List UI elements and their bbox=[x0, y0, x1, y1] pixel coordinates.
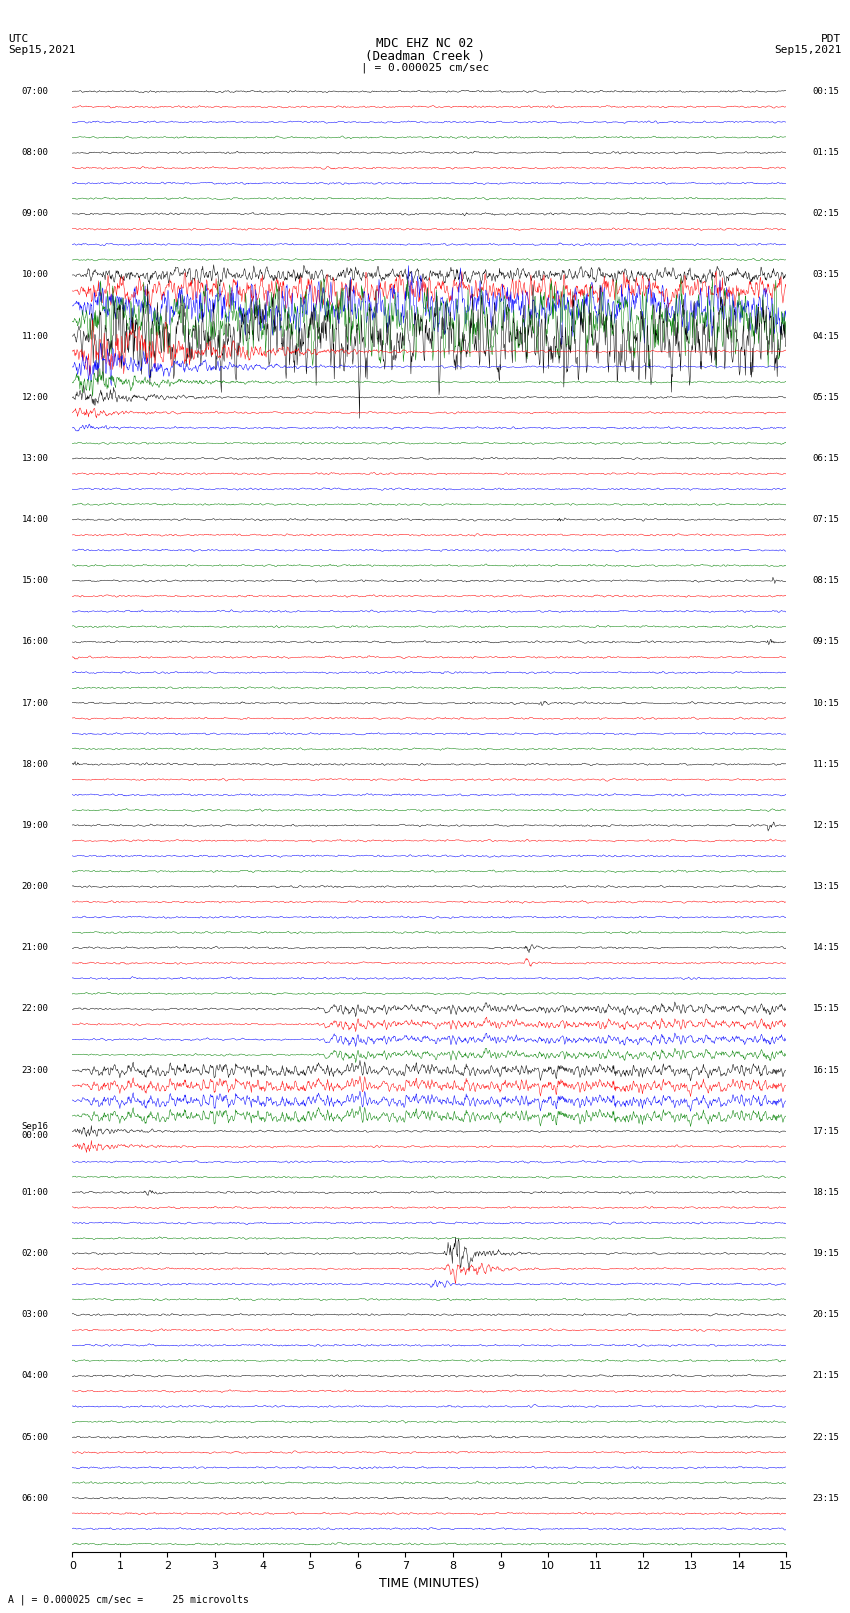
Text: MDC EHZ NC 02: MDC EHZ NC 02 bbox=[377, 37, 473, 50]
Text: 14:15: 14:15 bbox=[813, 944, 839, 952]
Text: 21:00: 21:00 bbox=[21, 944, 48, 952]
Text: 22:15: 22:15 bbox=[813, 1432, 839, 1442]
Text: 22:00: 22:00 bbox=[21, 1005, 48, 1013]
Text: 13:15: 13:15 bbox=[813, 882, 839, 890]
Text: 14:00: 14:00 bbox=[21, 515, 48, 524]
Text: 04:00: 04:00 bbox=[21, 1371, 48, 1381]
Text: 00:00: 00:00 bbox=[21, 1131, 48, 1140]
Text: 23:00: 23:00 bbox=[21, 1066, 48, 1074]
Text: 20:15: 20:15 bbox=[813, 1310, 839, 1319]
Text: 18:00: 18:00 bbox=[21, 760, 48, 769]
Text: 11:15: 11:15 bbox=[813, 760, 839, 769]
Text: 02:15: 02:15 bbox=[813, 210, 839, 218]
Text: 15:15: 15:15 bbox=[813, 1005, 839, 1013]
Text: 15:00: 15:00 bbox=[21, 576, 48, 586]
Text: A | = 0.000025 cm/sec =     25 microvolts: A | = 0.000025 cm/sec = 25 microvolts bbox=[8, 1594, 249, 1605]
Text: 03:15: 03:15 bbox=[813, 271, 839, 279]
Text: 21:15: 21:15 bbox=[813, 1371, 839, 1381]
Text: 01:15: 01:15 bbox=[813, 148, 839, 156]
Text: Sep15,2021: Sep15,2021 bbox=[8, 45, 76, 55]
Text: Sep16: Sep16 bbox=[21, 1123, 48, 1131]
Text: 07:15: 07:15 bbox=[813, 515, 839, 524]
Text: 08:15: 08:15 bbox=[813, 576, 839, 586]
Text: 09:15: 09:15 bbox=[813, 637, 839, 647]
Text: 17:15: 17:15 bbox=[813, 1127, 839, 1136]
Text: 17:00: 17:00 bbox=[21, 698, 48, 708]
Text: 02:00: 02:00 bbox=[21, 1248, 48, 1258]
Text: (Deadman Creek ): (Deadman Creek ) bbox=[365, 50, 485, 63]
X-axis label: TIME (MINUTES): TIME (MINUTES) bbox=[379, 1578, 479, 1590]
Text: 16:00: 16:00 bbox=[21, 637, 48, 647]
Text: 20:00: 20:00 bbox=[21, 882, 48, 890]
Text: 13:00: 13:00 bbox=[21, 453, 48, 463]
Text: 04:15: 04:15 bbox=[813, 332, 839, 340]
Text: PDT: PDT bbox=[821, 34, 842, 44]
Text: 05:15: 05:15 bbox=[813, 394, 839, 402]
Text: 10:00: 10:00 bbox=[21, 271, 48, 279]
Text: 06:00: 06:00 bbox=[21, 1494, 48, 1503]
Text: 19:00: 19:00 bbox=[21, 821, 48, 831]
Text: 07:00: 07:00 bbox=[21, 87, 48, 97]
Text: 01:00: 01:00 bbox=[21, 1187, 48, 1197]
Text: 11:00: 11:00 bbox=[21, 332, 48, 340]
Text: 03:00: 03:00 bbox=[21, 1310, 48, 1319]
Text: 12:00: 12:00 bbox=[21, 394, 48, 402]
Text: 05:00: 05:00 bbox=[21, 1432, 48, 1442]
Text: 12:15: 12:15 bbox=[813, 821, 839, 831]
Text: 06:15: 06:15 bbox=[813, 453, 839, 463]
Text: 23:15: 23:15 bbox=[813, 1494, 839, 1503]
Text: Sep15,2021: Sep15,2021 bbox=[774, 45, 842, 55]
Text: UTC: UTC bbox=[8, 34, 29, 44]
Text: 18:15: 18:15 bbox=[813, 1187, 839, 1197]
Text: 19:15: 19:15 bbox=[813, 1248, 839, 1258]
Text: | = 0.000025 cm/sec: | = 0.000025 cm/sec bbox=[361, 63, 489, 74]
Text: 00:15: 00:15 bbox=[813, 87, 839, 97]
Text: 09:00: 09:00 bbox=[21, 210, 48, 218]
Text: 10:15: 10:15 bbox=[813, 698, 839, 708]
Text: 16:15: 16:15 bbox=[813, 1066, 839, 1074]
Text: 08:00: 08:00 bbox=[21, 148, 48, 156]
